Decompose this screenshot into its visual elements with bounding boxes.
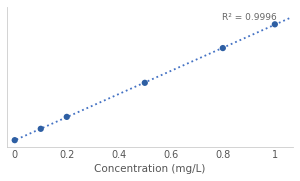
Point [38, 127, 43, 130]
Point [12, 139, 17, 142]
Point [64, 115, 69, 118]
Point [220, 47, 225, 50]
Point [272, 23, 277, 26]
Text: R² = 0.9996: R² = 0.9996 [221, 12, 276, 22]
X-axis label: Concentration (mg/L): Concentration (mg/L) [94, 164, 206, 174]
Point [142, 81, 147, 84]
